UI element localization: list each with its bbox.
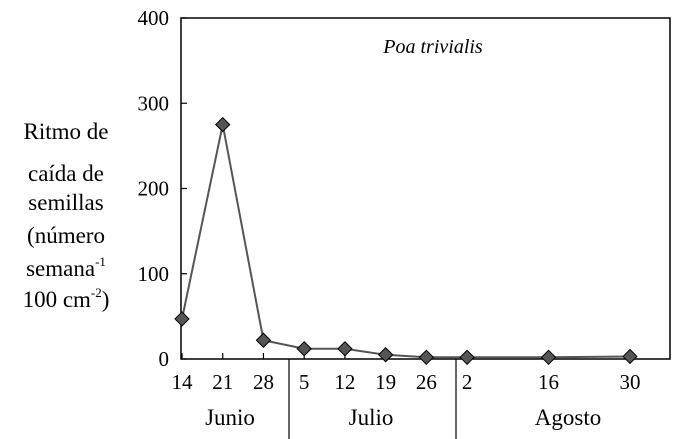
data-point	[174, 311, 190, 327]
y-axis: 0 100 200 300 400	[138, 6, 187, 371]
x-tick-label: 28	[253, 370, 274, 394]
data-point	[296, 341, 312, 357]
x-tick-label: 2	[462, 370, 473, 394]
data-point	[459, 349, 475, 366]
data-point	[540, 349, 557, 366]
x-tick-label: 26	[416, 370, 437, 394]
x-tick-label: 16	[538, 370, 559, 394]
y-label-text: (número	[27, 223, 105, 248]
y-label-text: semillas	[28, 190, 103, 215]
y-label-text: )	[102, 287, 110, 312]
month-label: Junio	[205, 405, 255, 430]
month-labels: Junio Julio Agosto	[205, 359, 601, 439]
y-tick-label: 300	[138, 91, 170, 115]
x-tick-label: 21	[212, 370, 233, 394]
y-tick-label: 0	[159, 347, 170, 371]
x-tick-label: 14	[172, 370, 194, 394]
month-label: Julio	[349, 405, 394, 430]
month-label: Agosto	[535, 405, 601, 430]
series-group	[174, 116, 638, 366]
y-label-superscript: -1	[95, 254, 106, 269]
data-point	[418, 349, 435, 366]
data-point	[337, 341, 353, 357]
data-point	[622, 348, 638, 365]
y-tick-label: 400	[138, 6, 170, 30]
y-axis-label: Ritmo de caída de semillas (número semana-1 1…	[23, 119, 110, 312]
data-point	[255, 332, 272, 348]
chart-title: Poa trivialis	[382, 36, 483, 58]
y-label-text: Ritmo de	[24, 119, 109, 144]
x-tick-label: 19	[375, 370, 396, 394]
x-tick-label: 5	[299, 370, 310, 394]
y-label-superscript: -2	[91, 285, 102, 300]
x-axis: 14 21 28 5 12 19 26 2 16 30	[172, 353, 641, 394]
x-tick-label: 12	[334, 370, 355, 394]
y-label-line: 100 cm-2)	[23, 285, 110, 312]
y-label-text: caída de	[28, 161, 104, 186]
data-point	[377, 347, 394, 363]
y-label-line: semana-1	[26, 254, 106, 281]
y-tick-label: 100	[138, 262, 170, 286]
y-label-line: Ritmo de	[24, 119, 109, 144]
y-label-text: 100 cm	[23, 287, 91, 312]
plot-frame	[180, 17, 671, 360]
data-point	[215, 116, 231, 133]
x-tick-label: 30	[620, 370, 641, 394]
y-tick-label: 200	[138, 177, 170, 201]
y-label-line: caída de	[28, 161, 104, 186]
y-label-line: semillas	[28, 190, 103, 215]
series-line	[181, 124, 631, 359]
y-label-text: semana	[26, 256, 95, 281]
y-label-line: (número	[27, 223, 105, 248]
